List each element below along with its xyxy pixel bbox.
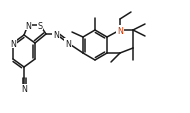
Text: N: N	[25, 21, 31, 30]
Text: N: N	[117, 26, 123, 35]
Text: N: N	[65, 39, 71, 48]
Text: N: N	[53, 30, 59, 39]
Text: N: N	[21, 85, 27, 94]
Text: N: N	[10, 39, 16, 48]
Text: S: S	[37, 21, 43, 30]
